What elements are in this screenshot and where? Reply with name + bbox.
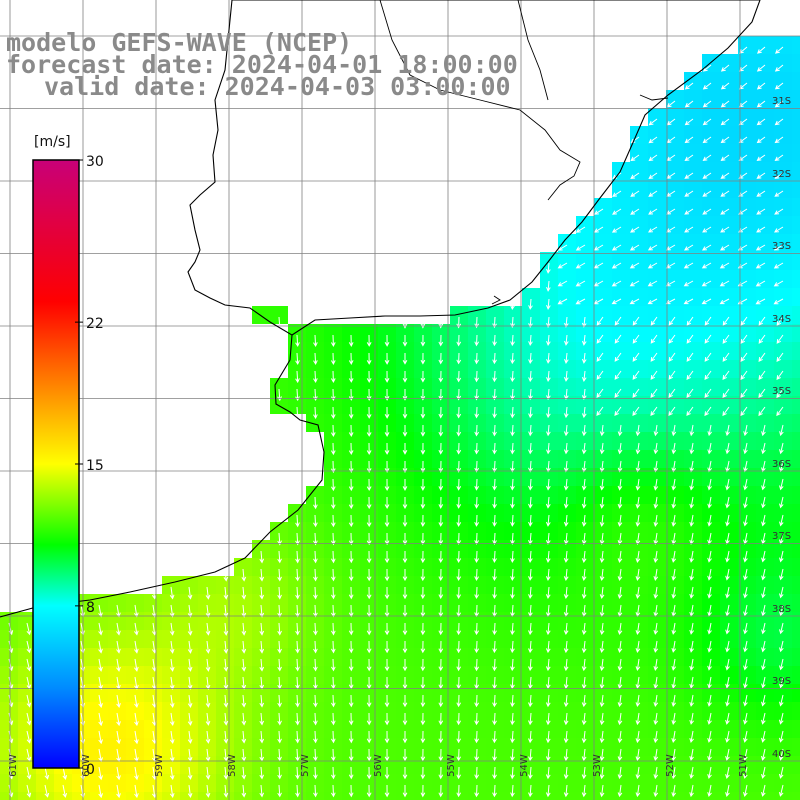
- latitude-label: 39S: [772, 676, 792, 687]
- border-line-3: [491, 295, 501, 305]
- longitude-label: 51W: [737, 754, 749, 777]
- colorbar-tick-label: 15: [86, 458, 104, 474]
- longitude-label: 61W: [7, 754, 19, 777]
- latitude-label: 40S: [772, 748, 792, 760]
- longitude-label: 54W: [518, 754, 530, 777]
- valid-date: valid date: 2024-04-03 03:00:00: [44, 72, 511, 101]
- coastline-east: [232, 0, 761, 336]
- colorbar-units: [m/s]: [34, 134, 71, 150]
- colorbar-tick-label: 8: [86, 599, 95, 616]
- latitude-label: 38S: [772, 603, 792, 615]
- latitude-label: 33S: [772, 241, 792, 252]
- latitude-label: 34S: [772, 313, 792, 325]
- latitude-label: 31S: [772, 96, 792, 107]
- model-title: modelo GEFS-WAVE (NCEP): [6, 28, 353, 57]
- longitude-label: 58W: [226, 754, 238, 777]
- longitude-label: 60W: [80, 754, 92, 777]
- border-line-1: [517, 0, 549, 101]
- border-line-0: [379, 0, 581, 201]
- longitude-label: 55W: [445, 754, 457, 777]
- forecast-date: forecast date: 2024-04-01 18:00:00: [6, 50, 518, 79]
- longitude-label: 57W: [299, 754, 311, 777]
- latitude-label: 36S: [772, 458, 792, 470]
- colorbar-tick-label: 30: [86, 154, 104, 170]
- latitude-label: 35S: [772, 386, 792, 397]
- border-line-2: [639, 94, 669, 101]
- longitude-label: 56W: [372, 754, 384, 777]
- colorbar-tick-label: 0: [86, 762, 95, 778]
- latitude-label: 37S: [772, 531, 792, 542]
- longitude-label: 52W: [664, 754, 676, 777]
- longitude-label: 53W: [591, 754, 603, 777]
- longitude-label: 59W: [153, 754, 165, 777]
- colorbar-tick-label: 22: [86, 316, 104, 333]
- colorbar: [32, 159, 80, 769]
- latitude-label: 32S: [772, 168, 792, 180]
